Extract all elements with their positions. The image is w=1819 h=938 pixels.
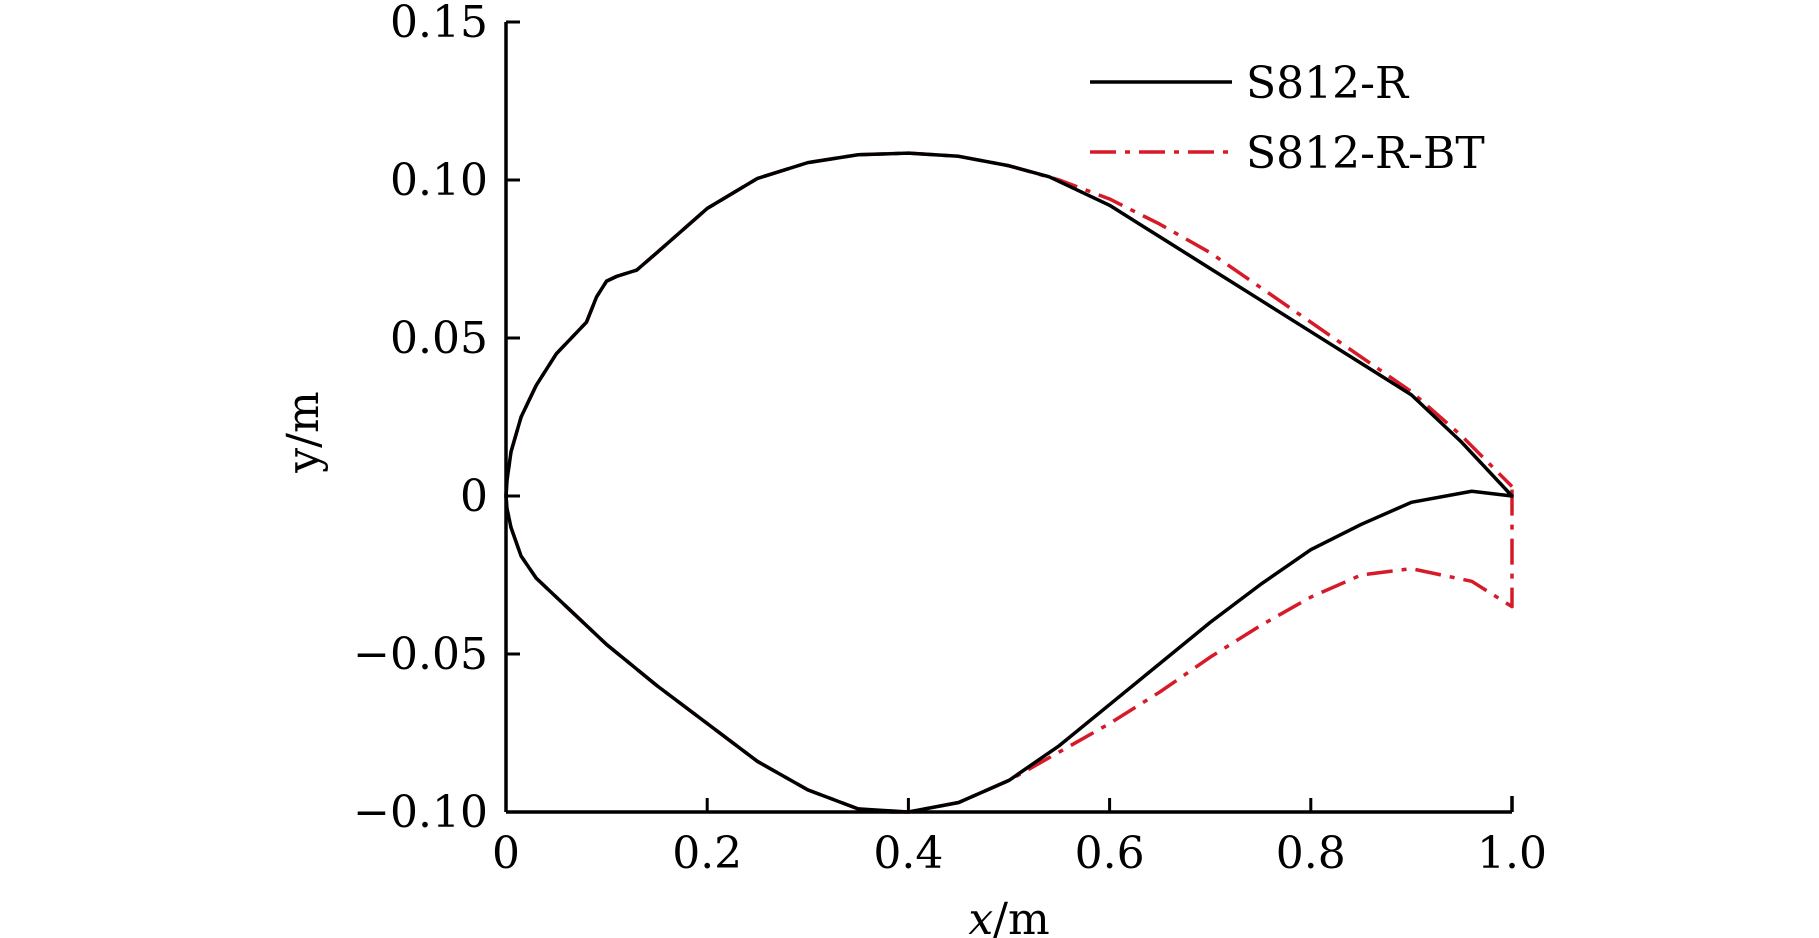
x-tick-label: 0.8 — [1276, 828, 1346, 879]
x-tick-label: 0.6 — [1075, 828, 1145, 879]
x-tick-label: 0.4 — [873, 828, 943, 879]
ticks: 0 0.2 0.4 0.6 0.8 1.0 0.15 0.10 0.05 0 −0.05 −0.10 — [353, 0, 1547, 879]
x-axis-title: x/m — [968, 894, 1049, 938]
legend: S812-R S812-R-BT — [1090, 58, 1485, 179]
x-tick-label: 0 — [492, 828, 520, 879]
x-axis-title-unit: /m — [993, 894, 1050, 938]
y-tick-label: 0 — [460, 471, 488, 522]
series-layer — [504, 151, 1514, 814]
y-tick-label: 0.05 — [390, 313, 488, 364]
y-axis-title: y/m — [278, 391, 329, 473]
x-axis-title-var: x — [968, 894, 993, 938]
y-tick-label: −0.05 — [353, 629, 488, 680]
series-line-s812-r — [504, 151, 1514, 814]
y-tick-label: 0.10 — [390, 155, 488, 206]
x-tick-label: 1.0 — [1477, 828, 1547, 879]
y-tick-label: 0.15 — [390, 0, 488, 48]
legend-label-s812-r: S812-R — [1246, 58, 1410, 109]
y-tick-label: −0.10 — [353, 787, 488, 838]
legend-label-s812-r-bt: S812-R-BT — [1246, 128, 1485, 179]
x-tick-label: 0.2 — [672, 828, 742, 879]
